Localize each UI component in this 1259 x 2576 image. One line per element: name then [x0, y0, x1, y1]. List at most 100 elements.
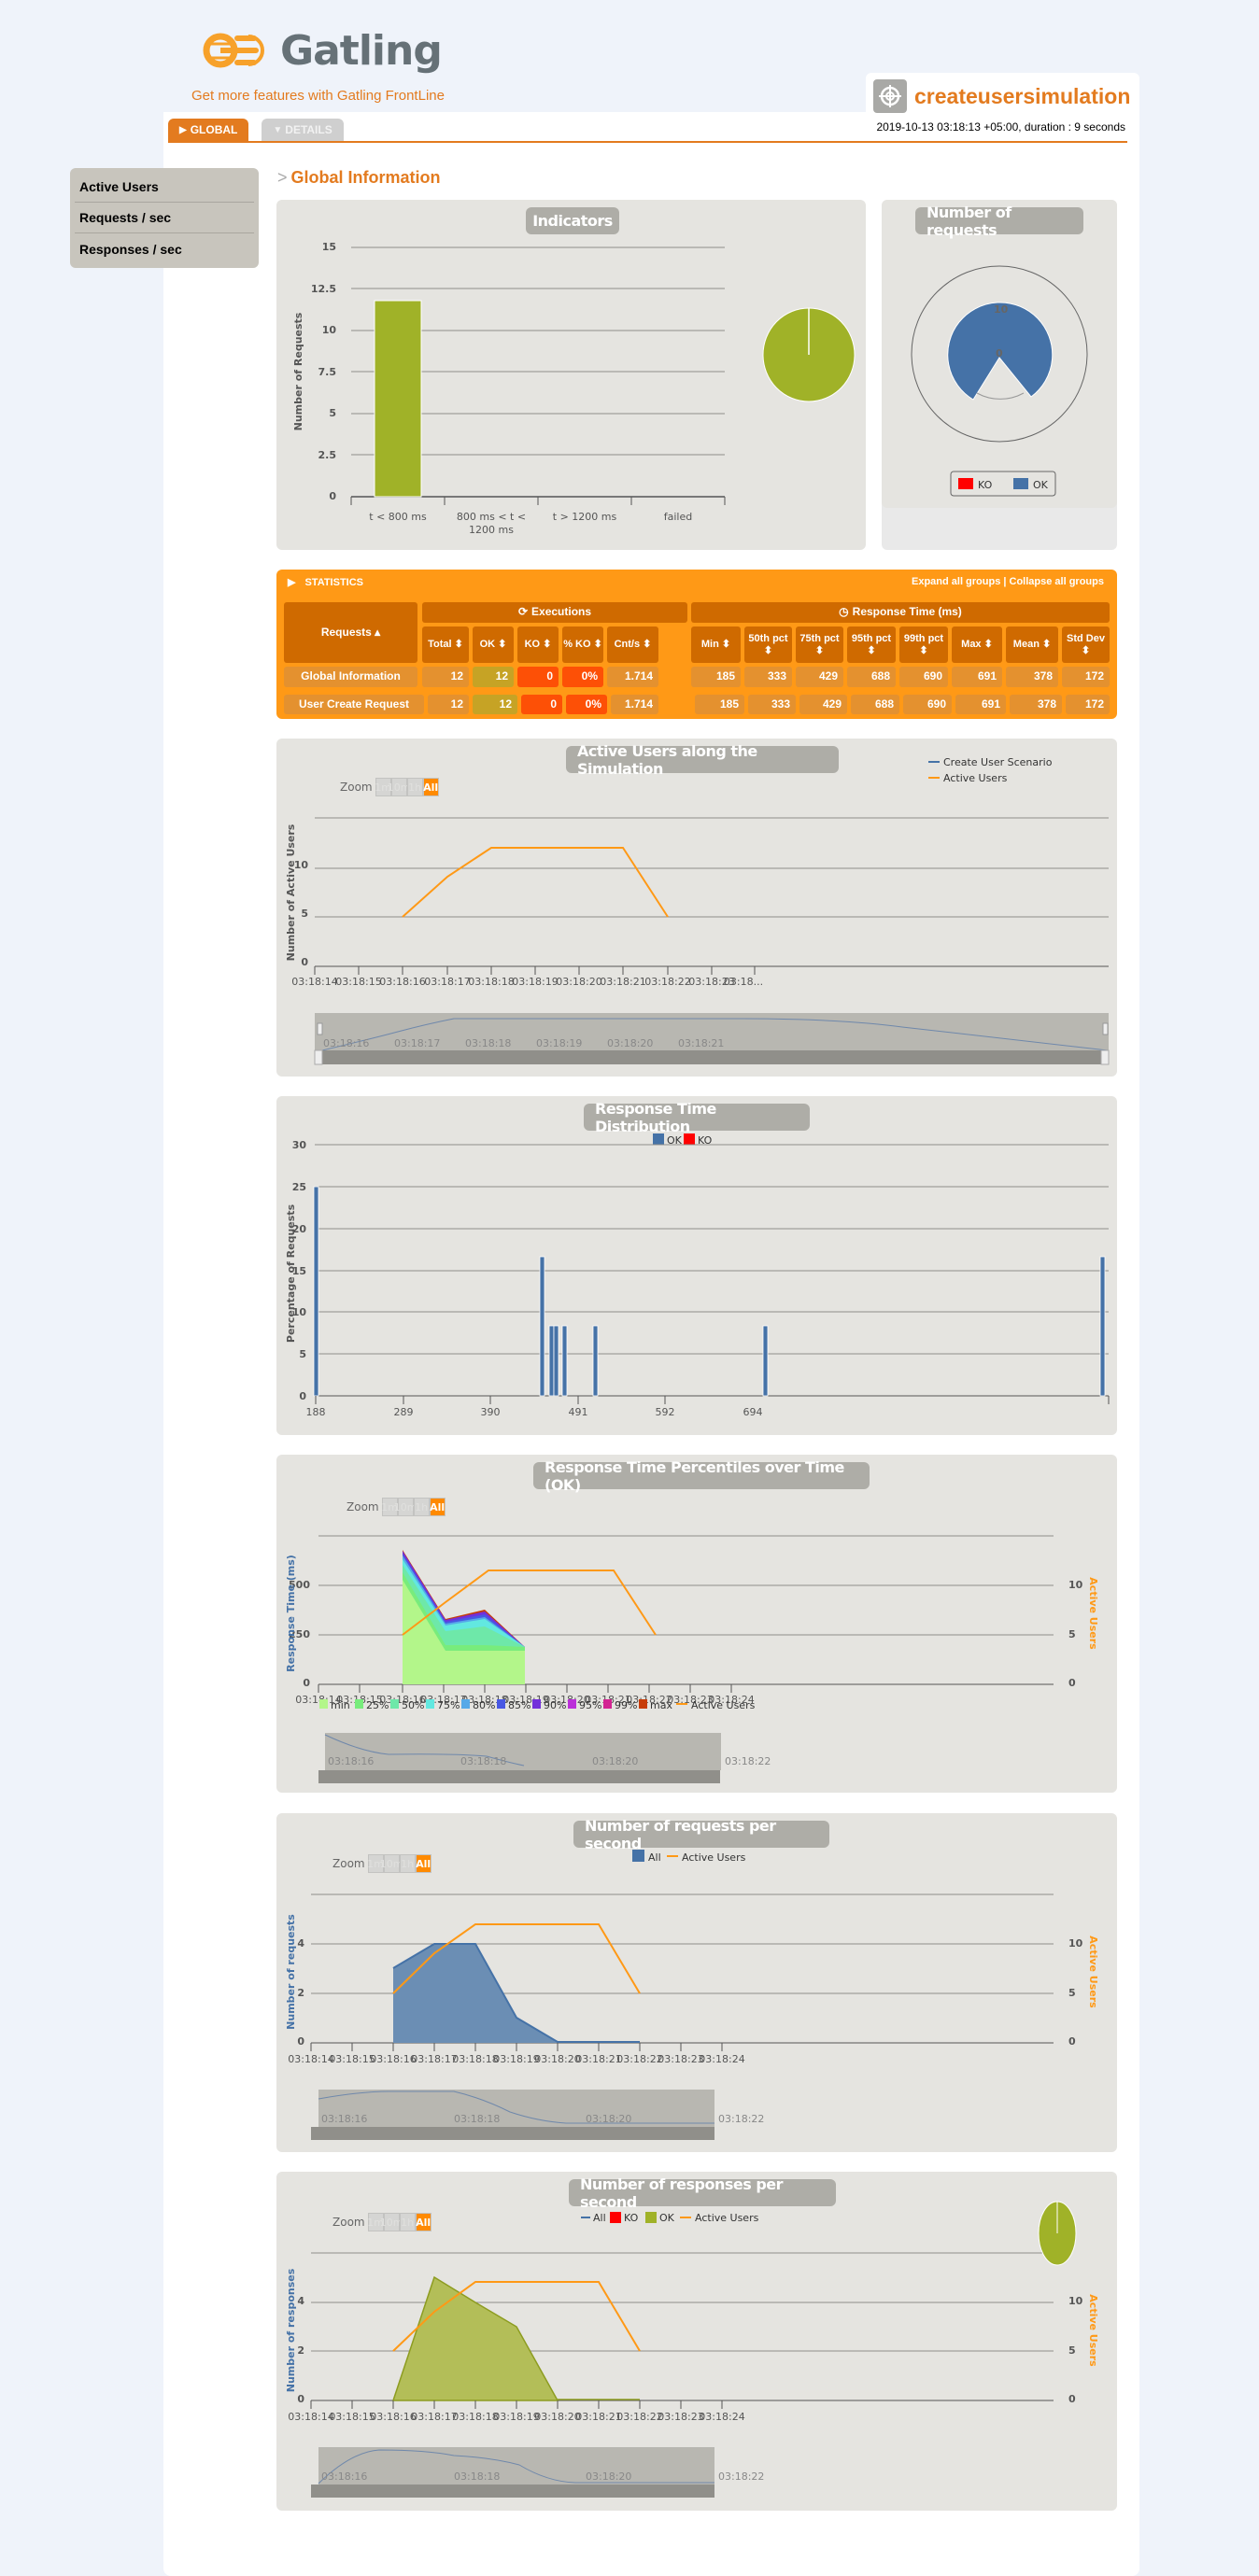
svg-text:OK: OK: [659, 2212, 675, 2224]
col-mean[interactable]: Mean ⬍: [1006, 626, 1058, 663]
zoom-all-button[interactable]: All: [429, 1498, 446, 1516]
col-p95[interactable]: 95th pct ⬍: [847, 626, 896, 663]
sidebar-item-requests-sec[interactable]: Requests / sec: [75, 203, 254, 233]
zoom-10m-button[interactable]: 10m: [394, 1498, 417, 1516]
svg-text:289: 289: [394, 1406, 414, 1418]
cell-min: 185: [695, 695, 744, 714]
svg-text:0: 0: [1068, 1677, 1076, 1689]
gatling-logo-icon: [203, 33, 264, 68]
zoom-1h-button[interactable]: 1h: [399, 1854, 416, 1873]
zoom-1m-button[interactable]: 1m: [381, 1498, 398, 1516]
panel-title: Number of requests: [915, 204, 1083, 239]
svg-text:03:18:16: 03:18:16: [321, 2113, 367, 2125]
svg-text:Active Users: Active Users: [695, 2212, 759, 2224]
simulation-header: createusersimulation: [866, 73, 1139, 120]
frontline-link[interactable]: Get more features with Gatling FrontLine: [191, 88, 445, 104]
svg-text:Response Time (ms): Response Time (ms): [285, 1555, 297, 1672]
svg-text:03:18:17: 03:18:17: [424, 976, 470, 988]
statistics-toggle[interactable]: ▶ STATISTICS: [288, 577, 364, 588]
cell-cnt-s: 1.714: [607, 667, 658, 687]
cell-max: 691: [952, 667, 1002, 687]
sidebar-item-responses-sec[interactable]: Responses / sec: [79, 241, 182, 257]
zoom-all-button[interactable]: All: [415, 1854, 431, 1873]
col-requests[interactable]: Requests ▴: [284, 602, 417, 663]
svg-text:max: max: [650, 1699, 672, 1711]
run-info: 2019-10-13 03:18:13 +05:00, duration : 9…: [876, 120, 1125, 134]
responses-per-second-panel: Number of responses per second Zoom 1m 1…: [276, 2172, 1117, 2511]
clock-icon: ◷: [839, 605, 849, 619]
svg-text:10: 10: [294, 859, 309, 871]
svg-text:10: 10: [1068, 1937, 1083, 1950]
svg-text:15: 15: [322, 241, 336, 253]
col-max[interactable]: Max ⬍: [952, 626, 1002, 663]
svg-text:5: 5: [1068, 1987, 1076, 1999]
col-cnt-s[interactable]: Cnt/s ⬍: [607, 626, 658, 663]
svg-text:188: 188: [306, 1406, 326, 1418]
svg-text:12.5: 12.5: [311, 283, 336, 295]
cell-std: 172: [1066, 695, 1110, 714]
svg-text:500: 500: [289, 1579, 310, 1591]
zoom-1h-button[interactable]: 1h: [413, 1498, 430, 1516]
svg-text:10: 10: [322, 324, 337, 336]
tab-global[interactable]: ▶ GLOBAL: [168, 119, 249, 141]
svg-text:0: 0: [1068, 2393, 1076, 2405]
zoom-all-button[interactable]: All: [415, 2213, 431, 2231]
expand-collapse-links[interactable]: Expand all groups | Collapse all groups: [911, 576, 1104, 587]
svg-text:800 ms < t <: 800 ms < t <: [457, 511, 526, 523]
sidebar-item-active-users[interactable]: Active Users: [75, 172, 254, 203]
svg-text:Number of Active Users: Number of Active Users: [285, 823, 297, 961]
col-p75[interactable]: 75th pct ⬍: [796, 626, 843, 663]
col-min[interactable]: Min ⬍: [691, 626, 741, 663]
svg-text:03:18:21: 03:18:21: [575, 2053, 621, 2065]
zoom-1m-button[interactable]: 1m: [367, 2213, 384, 2231]
svg-text:03:18:23: 03:18:23: [658, 2411, 703, 2423]
col-std[interactable]: Std Dev ⬍: [1062, 626, 1110, 663]
svg-text:15: 15: [292, 1265, 306, 1277]
svg-text:0: 0: [1068, 2035, 1076, 2048]
svg-text:0: 0: [297, 2035, 304, 2048]
svg-text:390: 390: [481, 1406, 501, 1418]
zoom-1m-button[interactable]: 1m: [367, 1854, 384, 1873]
svg-text:03:18:16: 03:18:16: [379, 976, 425, 988]
svg-text:OK: OK: [667, 1134, 683, 1147]
gatling-logo[interactable]: Gatling: [200, 24, 443, 77]
target-icon: [873, 79, 907, 113]
svg-text:failed: failed: [664, 511, 692, 523]
group-executions: ⟳ Executions: [422, 602, 687, 623]
svg-text:03:18:22: 03:18:22: [725, 1755, 771, 1767]
zoom-1h-button[interactable]: 1h: [399, 2213, 416, 2231]
zoom-10m-button[interactable]: 10m: [380, 2213, 403, 2231]
tab-details[interactable]: ▼ DETAILS: [262, 119, 344, 141]
svg-text:10: 10: [292, 1306, 307, 1318]
svg-text:592: 592: [656, 1406, 675, 1418]
zoom-1m-button[interactable]: 1m: [375, 778, 391, 796]
svg-text:03:18:19: 03:18:19: [512, 976, 558, 988]
svg-text:03:18:20: 03:18:20: [534, 2053, 580, 2065]
zoom-all-button[interactable]: All: [422, 778, 439, 796]
zoom-10m-button[interactable]: 10m: [388, 778, 410, 796]
row-name[interactable]: Global Information: [284, 667, 417, 687]
svg-text:t > 1200 ms: t > 1200 ms: [553, 511, 617, 523]
col-p99[interactable]: 99th pct ⬍: [899, 626, 948, 663]
panel-title: Number of responses per second: [569, 2175, 836, 2211]
col-total[interactable]: Total ⬍: [422, 626, 469, 663]
zoom-10m-button[interactable]: 10m: [380, 1854, 403, 1873]
refresh-icon: ⟳: [517, 605, 529, 619]
svg-text:03:18:18: 03:18:18: [454, 2470, 500, 2483]
row-name[interactable]: User Create Request: [284, 695, 424, 714]
svg-text:694: 694: [743, 1406, 763, 1418]
col-p50[interactable]: 50th pct ⬍: [744, 626, 792, 663]
svg-text:Active Users: Active Users: [682, 1851, 746, 1864]
col-pct-ko[interactable]: % KO ⬍: [562, 626, 603, 663]
group-response-time: ◷ Response Time (ms): [691, 602, 1110, 623]
active-users-chart: Create User Scenario Active Users 10 5 0 N…: [285, 756, 1110, 1065]
svg-text:Create User Scenario: Create User Scenario: [943, 756, 1053, 768]
svg-text:Active Users: Active Users: [1087, 1936, 1099, 2008]
active-users-panel: Active Users along the Simulation Zoom 1…: [276, 739, 1117, 1077]
zoom-1h-button[interactable]: 1h: [406, 778, 423, 796]
panel-title: Response Time Distribution: [584, 1100, 810, 1135]
col-ok[interactable]: OK ⬍: [473, 626, 514, 663]
col-ko[interactable]: KO ⬍: [517, 626, 559, 663]
svg-text:25%: 25%: [366, 1699, 389, 1711]
svg-text:5: 5: [301, 908, 308, 920]
